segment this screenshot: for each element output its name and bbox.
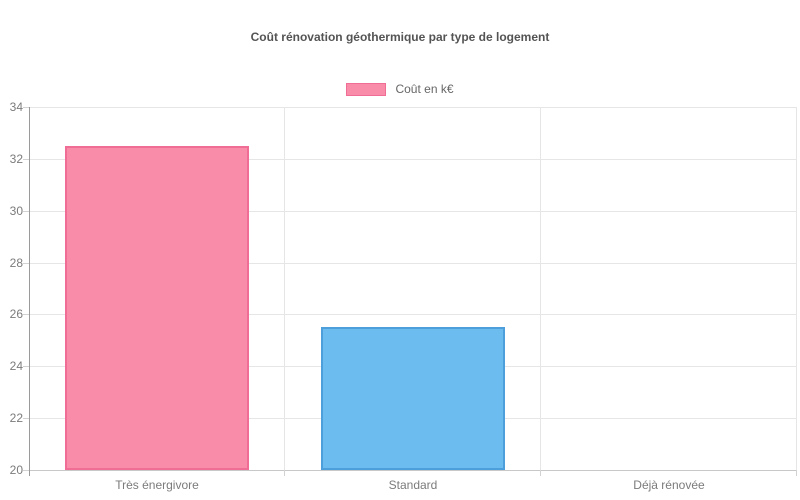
chart-title: Coût rénovation géothermique par type de… <box>250 30 550 44</box>
y-axis-tick-label: 22 <box>9 411 23 425</box>
x-axis-category-label: Déjà rénovée <box>633 478 705 492</box>
y-axis-line <box>29 107 30 476</box>
x-axis-tick <box>284 470 285 476</box>
y-axis-tick-label: 24 <box>9 359 23 373</box>
legend: Coût en k€ <box>0 82 800 96</box>
y-axis-tick <box>23 366 29 367</box>
y-axis-tick <box>23 314 29 315</box>
bar-1[interactable] <box>65 146 249 470</box>
x-axis-category-label: Très énergivore <box>115 478 199 492</box>
legend-swatch-icon <box>346 82 387 96</box>
gridline-horizontal <box>29 211 797 212</box>
y-axis-tick-label: 34 <box>9 100 23 114</box>
y-axis-tick-label: 30 <box>9 204 23 218</box>
y-axis-tick <box>23 107 29 108</box>
y-axis-tick <box>23 211 29 212</box>
y-axis-tick-label: 26 <box>9 307 23 321</box>
gridline-vertical <box>796 107 797 470</box>
x-axis-tick <box>796 470 797 476</box>
bar-2[interactable] <box>321 327 505 470</box>
gridline-horizontal <box>29 470 797 471</box>
x-axis-category-label: Standard <box>388 478 438 492</box>
legend-label: Coût en k€ <box>395 82 454 96</box>
gridline-horizontal <box>29 159 797 160</box>
y-axis-tick <box>23 263 29 264</box>
y-axis-tick <box>23 418 29 419</box>
y-axis-tick-label: 28 <box>9 256 23 270</box>
gridline-horizontal <box>29 314 797 315</box>
plot-area: 20 22 24 26 28 30 32 34 Très énergivore Standard D… <box>10 100 797 492</box>
gridline-vertical <box>540 107 541 470</box>
y-axis-tick-label: 32 <box>9 152 23 166</box>
y-axis-tick <box>23 470 29 471</box>
gridline-vertical <box>284 107 285 470</box>
gridline-horizontal <box>29 107 797 108</box>
y-axis-tick-label: 20 <box>9 463 23 477</box>
y-axis-tick <box>23 159 29 160</box>
gridline-horizontal <box>29 263 797 264</box>
legend-item[interactable]: Coût en k€ <box>346 82 454 96</box>
x-axis-tick <box>540 470 541 476</box>
